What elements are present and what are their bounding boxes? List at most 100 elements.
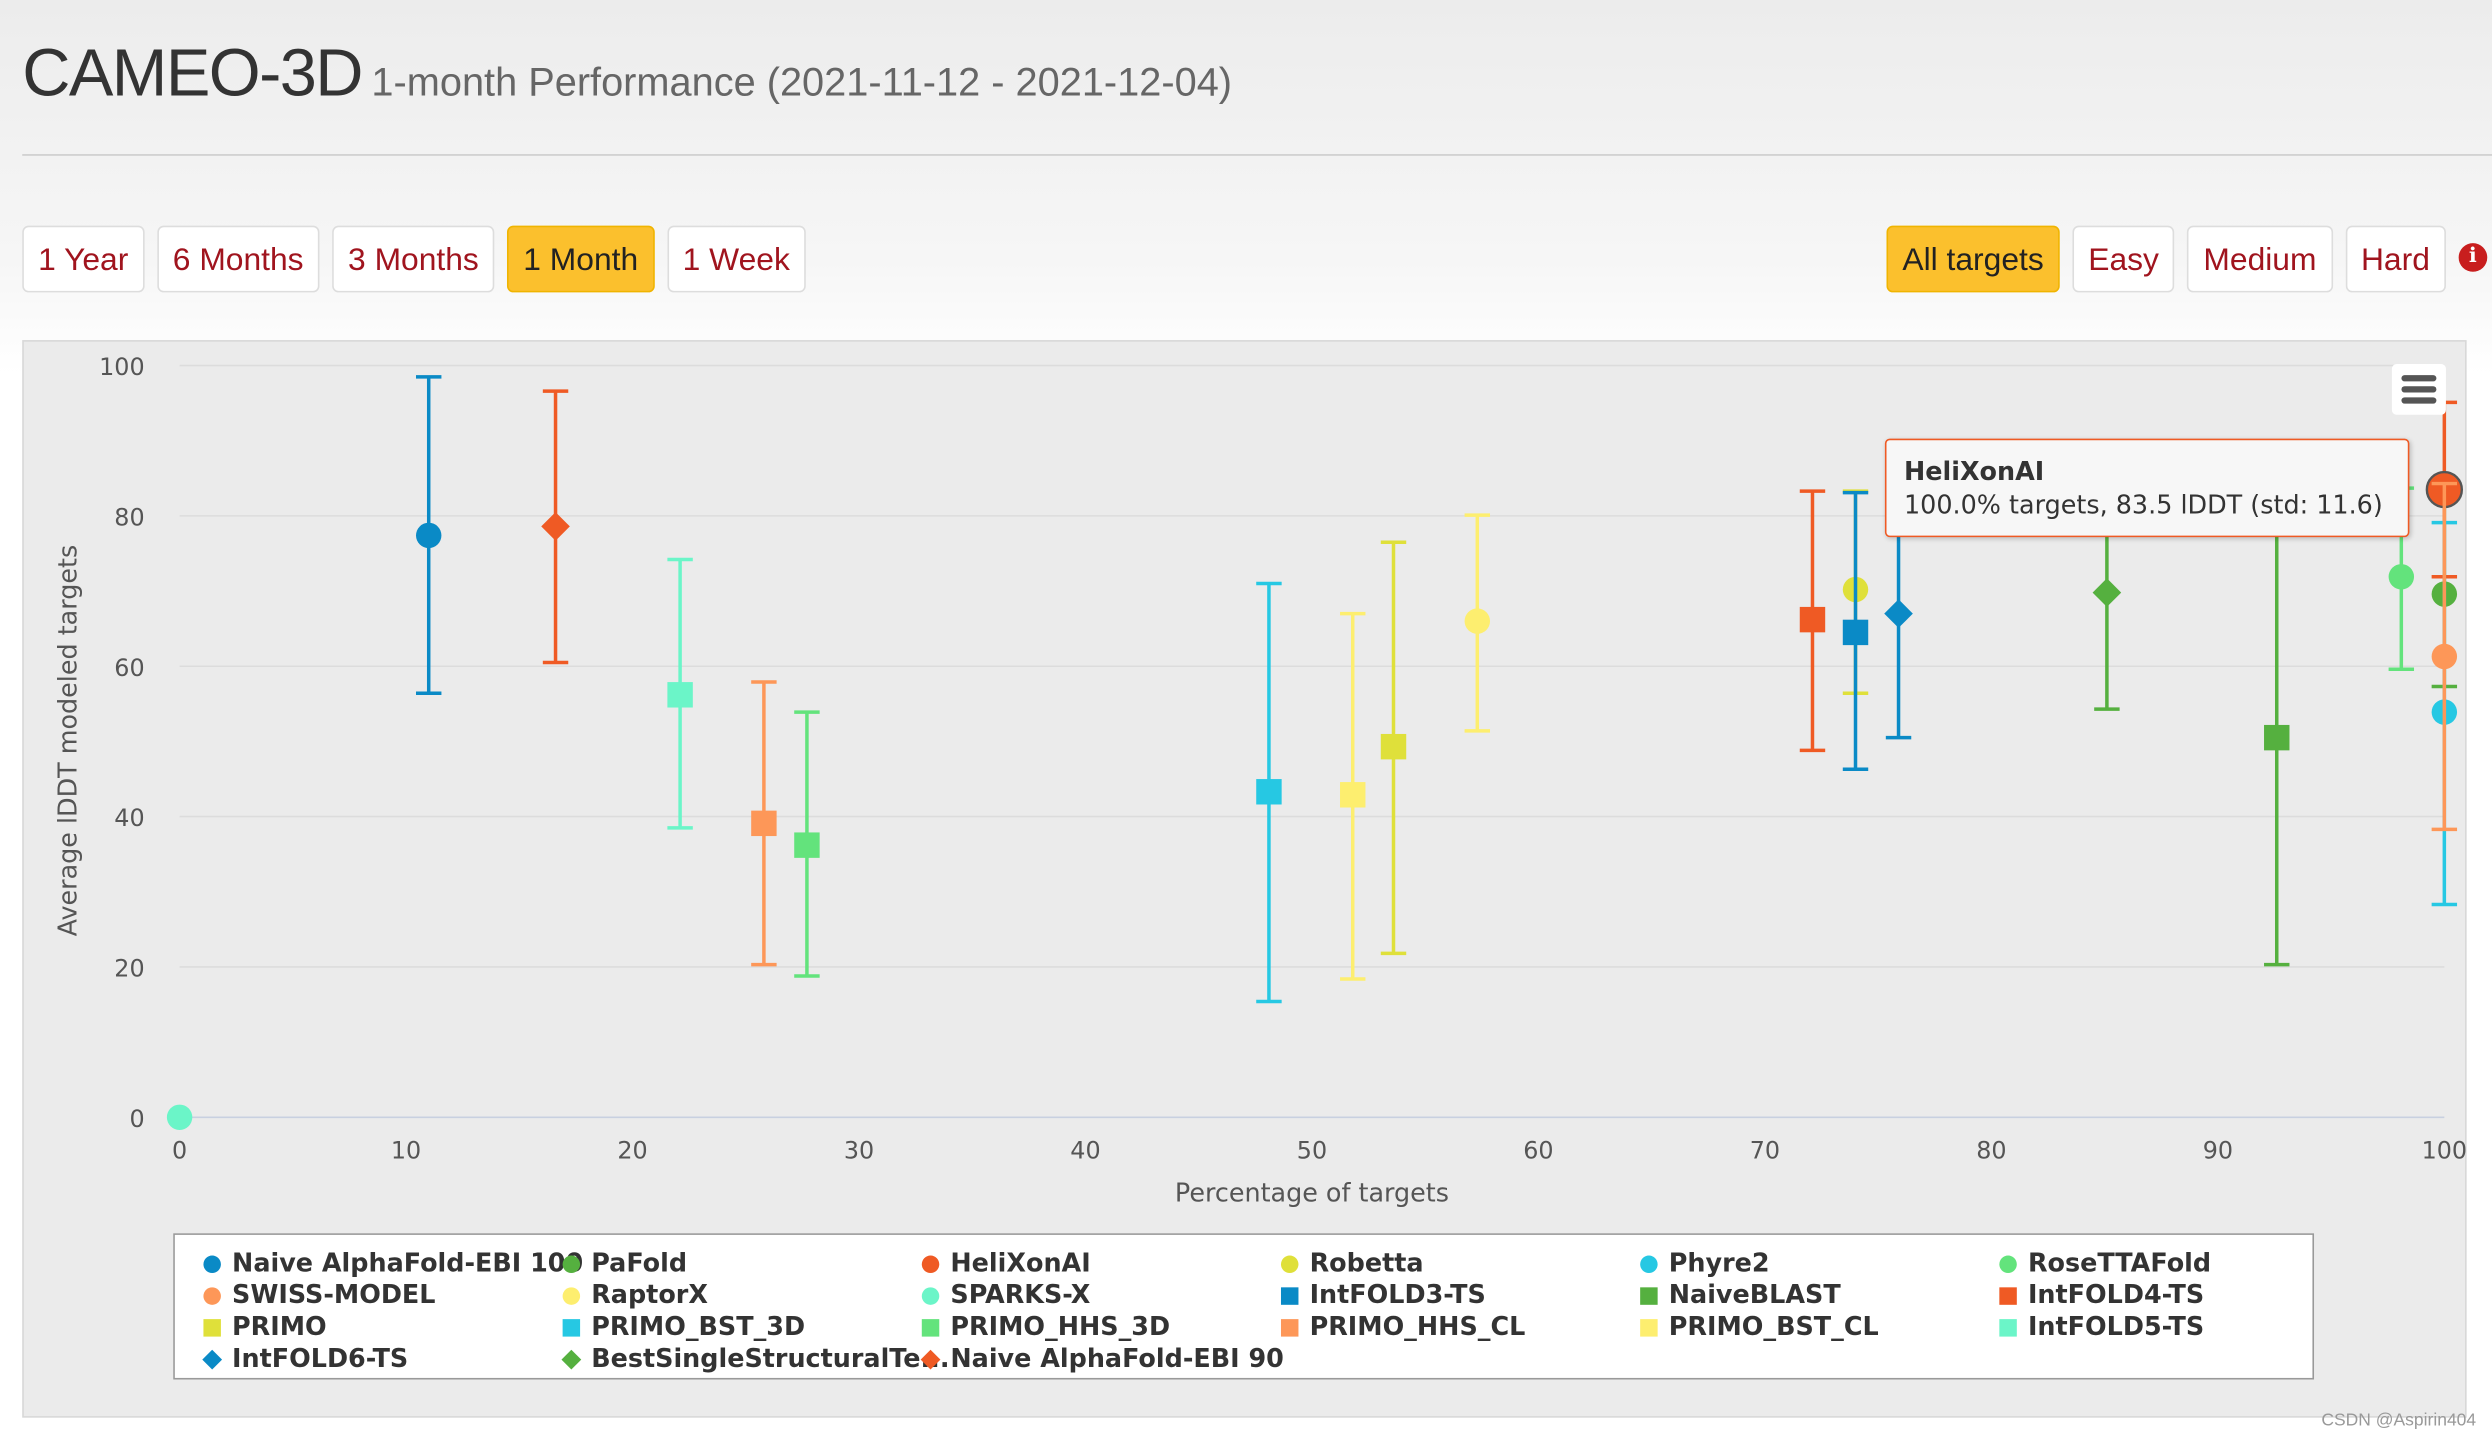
legend-label: PRIMO bbox=[232, 1311, 327, 1342]
x-axis-label: Percentage of targets bbox=[1175, 1178, 1449, 1208]
legend-label: SPARKS-X bbox=[950, 1279, 1091, 1310]
data-point bbox=[415, 522, 442, 549]
legend-item-intfold6-ts[interactable]: IntFOLD6-TS bbox=[194, 1343, 408, 1375]
period-6-months-button[interactable]: 6 Months bbox=[156, 225, 320, 293]
legend-label: PRIMO_BST_CL bbox=[1668, 1311, 1879, 1342]
legend-label: SWISS-MODEL bbox=[232, 1279, 436, 1310]
tooltip-text: 100.0% targets, 83.5 lDDT (std: 11.6) bbox=[1903, 489, 2383, 520]
legend-item-robetta[interactable]: Robetta bbox=[1271, 1247, 1424, 1280]
data-point bbox=[2264, 724, 2290, 751]
page-subtitle: 1-month Performance (2021-11-12 - 2021-1… bbox=[371, 60, 1233, 105]
legend-item-primo[interactable]: PRIMO bbox=[194, 1311, 327, 1343]
x-tick-label: 0 bbox=[172, 1137, 187, 1165]
legend-label: NaiveBLAST bbox=[1668, 1279, 1841, 1310]
series-raptorx bbox=[1464, 513, 1491, 733]
legend-circle-icon bbox=[1280, 1255, 1299, 1274]
hard-button[interactable]: Hard bbox=[2345, 225, 2446, 293]
y-tick-label: 20 bbox=[114, 954, 144, 982]
period-1-month-button[interactable]: 1 Month bbox=[507, 225, 655, 293]
legend-label: Naive AlphaFold-EBI 90 bbox=[950, 1342, 1284, 1374]
period-3-months-button[interactable]: 3 Months bbox=[332, 225, 495, 293]
series-intfold3-ts bbox=[1842, 490, 1869, 771]
difficulty-buttons: All targets Easy Medium Hard i bbox=[1886, 225, 2488, 293]
legend-square-icon bbox=[1280, 1287, 1299, 1305]
series-naive-alphafold-ebi-100 bbox=[415, 375, 442, 696]
legend-label: IntFOLD5-TS bbox=[2027, 1311, 2205, 1342]
y-axis-label: Average lDDT modeled targets bbox=[52, 545, 82, 937]
easy-button[interactable]: Easy bbox=[2072, 225, 2175, 293]
divider bbox=[22, 154, 2492, 156]
legend-item-naive-alphafold-ebi-90[interactable]: Naive AlphaFold-EBI 90 bbox=[912, 1343, 1284, 1375]
legend-item-naive-alphafold-ebi-100[interactable]: Naive AlphaFold-EBI 100 bbox=[194, 1248, 583, 1280]
x-tick-label: 100 bbox=[2422, 1137, 2467, 1165]
legend-item-raptorx[interactable]: RaptorX bbox=[553, 1279, 708, 1311]
x-tick-label: 30 bbox=[844, 1137, 874, 1165]
data-point bbox=[667, 682, 693, 708]
data-point bbox=[2092, 578, 2122, 607]
legend-item-primo-bst-3d[interactable]: PRIMO_BST_3D bbox=[553, 1311, 805, 1343]
legend-item-pafold[interactable]: PaFold bbox=[553, 1248, 687, 1280]
legend-item-naiveblast[interactable]: NaiveBLAST bbox=[1631, 1279, 1841, 1311]
legend-diamond-icon bbox=[920, 1349, 941, 1370]
legend-square-icon bbox=[1640, 1319, 1658, 1337]
legend-label: IntFOLD4-TS bbox=[2027, 1279, 2205, 1310]
x-tick-label: 10 bbox=[391, 1137, 421, 1165]
legend-label: Robetta bbox=[1309, 1247, 1424, 1278]
legend-label: Naive AlphaFold-EBI 100 bbox=[232, 1247, 584, 1278]
legend-circle-icon bbox=[921, 1255, 940, 1274]
legend-square-icon bbox=[562, 1319, 581, 1337]
legend-circle-icon bbox=[1640, 1255, 1658, 1274]
legend-label: PRIMO_HHS_3D bbox=[950, 1311, 1171, 1342]
x-tick-label: 70 bbox=[1750, 1137, 1780, 1165]
x-tick-label: 50 bbox=[1297, 1137, 1327, 1165]
data-point bbox=[1799, 606, 1826, 633]
legend-diamond-icon bbox=[202, 1349, 223, 1370]
hamburger-menu-icon[interactable] bbox=[2391, 363, 2446, 415]
legend-circle-icon bbox=[562, 1287, 581, 1305]
series-swiss-model bbox=[2431, 481, 2458, 832]
data-point bbox=[1380, 733, 1407, 760]
data-point bbox=[1464, 608, 1491, 634]
legend-label: PRIMO_HHS_CL bbox=[1309, 1311, 1526, 1342]
legend-item-intfold3-ts[interactable]: IntFOLD3-TS bbox=[1271, 1279, 1486, 1311]
series-sparks-x bbox=[166, 1104, 193, 1130]
tooltip: HeliXonAI 100.0% targets, 83.5 lDDT (std… bbox=[1884, 438, 2410, 538]
legend-label: BestSingleStructuralTe... bbox=[591, 1342, 950, 1374]
legend-item-phyre2[interactable]: Phyre2 bbox=[1631, 1248, 1770, 1280]
app-title: CAMEO-3D bbox=[22, 34, 363, 110]
legend-circle-icon bbox=[1999, 1255, 2017, 1274]
y-tick-label: 80 bbox=[114, 503, 144, 531]
legend-item-primo-hhs-3d[interactable]: PRIMO_HHS_3D bbox=[912, 1311, 1170, 1343]
legend-item-intfold4-ts[interactable]: IntFOLD4-TS bbox=[1990, 1279, 2204, 1311]
x-tick-label: 80 bbox=[1976, 1137, 2006, 1165]
legend-item-helixonai[interactable]: HeliXonAI bbox=[912, 1247, 1091, 1280]
legend-item-sparks-x[interactable]: SPARKS-X bbox=[912, 1279, 1090, 1311]
y-tick-label: 60 bbox=[114, 654, 144, 682]
legend-item-primo-bst-cl[interactable]: PRIMO_BST_CL bbox=[1631, 1311, 1879, 1343]
tooltip-title: HeliXonAI bbox=[1903, 456, 2045, 487]
legend-item-primo-hhs-cl[interactable]: PRIMO_HHS_CL bbox=[1271, 1311, 1525, 1343]
legend-item-swiss-model[interactable]: SWISS-MODEL bbox=[194, 1279, 436, 1311]
medium-button[interactable]: Medium bbox=[2187, 225, 2333, 293]
legend-circle-icon bbox=[203, 1287, 221, 1305]
period-1-week-button[interactable]: 1 Week bbox=[666, 225, 806, 293]
x-tick-label: 20 bbox=[617, 1137, 647, 1165]
legend-square-icon bbox=[921, 1319, 940, 1337]
x-tick-label: 60 bbox=[1523, 1137, 1553, 1165]
legend-square-icon bbox=[1999, 1319, 2017, 1337]
info-circle-icon[interactable]: i bbox=[2458, 243, 2488, 272]
legend-square-icon bbox=[203, 1319, 221, 1337]
all-targets-button[interactable]: All targets bbox=[1886, 225, 2060, 293]
legend-label: PRIMO_BST_3D bbox=[591, 1311, 806, 1342]
legend-label: IntFOLD6-TS bbox=[232, 1342, 409, 1374]
legend-label: RaptorX bbox=[591, 1279, 708, 1310]
legend-item-rosettafold[interactable]: RoseTTAFold bbox=[1990, 1248, 2211, 1280]
period-1-year-button[interactable]: 1 Year bbox=[22, 225, 145, 293]
legend-item-intfold5-ts[interactable]: IntFOLD5-TS bbox=[1990, 1311, 2204, 1343]
data-point bbox=[166, 1104, 193, 1130]
legend-label: HeliXonAI bbox=[950, 1247, 1091, 1278]
legend-item-bestsinglestructuralte[interactable]: BestSingleStructuralTe... bbox=[553, 1342, 950, 1375]
series-intfold5-ts bbox=[667, 557, 693, 830]
